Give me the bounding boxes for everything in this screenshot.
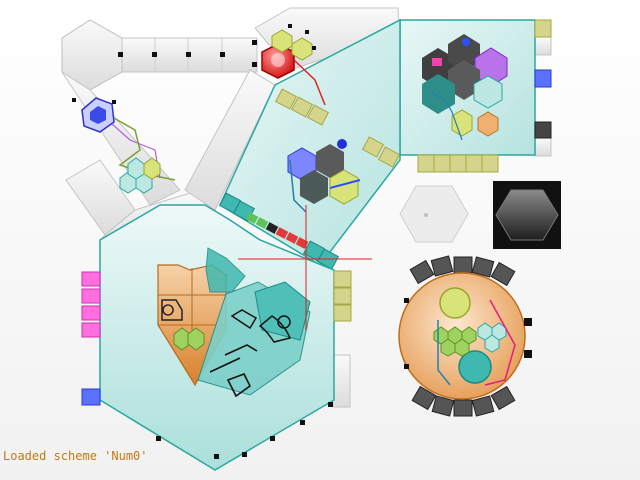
- connector-markers: [72, 24, 532, 459]
- main-hall[interactable]: [99, 204, 335, 471]
- center-room[interactable]: [219, 18, 401, 266]
- round-station[interactable]: [398, 255, 526, 417]
- power-conduit: [245, 212, 309, 249]
- targeting-lines: [238, 205, 372, 330]
- status-message: Loaded scheme 'Num0': [3, 449, 148, 463]
- dark-hex-tile[interactable]: [493, 181, 561, 249]
- reactor-core[interactable]: [261, 29, 326, 106]
- main-hall-ports: [81, 270, 352, 406]
- teal-hex-cluster-left[interactable]: [119, 157, 161, 194]
- empty-hex-slot[interactable]: [399, 185, 469, 243]
- top-right-room-ports: [417, 19, 552, 173]
- left-corridor-module[interactable]: [81, 97, 176, 181]
- top-right-room[interactable]: [399, 19, 536, 156]
